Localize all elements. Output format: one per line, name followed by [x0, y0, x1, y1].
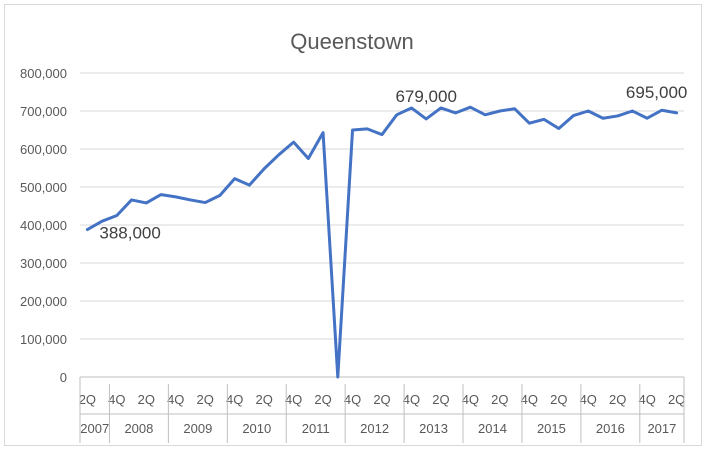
x-year-label: 2013 — [419, 421, 448, 436]
y-tick-label: 800,000 — [20, 66, 67, 81]
data-point — [543, 118, 546, 121]
data-point — [557, 127, 560, 130]
data-point — [233, 177, 236, 180]
data-point — [439, 106, 442, 109]
y-axis: 0 100,000 200,000 300,000 400,000 500,000 600,… — [20, 66, 67, 385]
x-quarter-label: 4Q — [638, 392, 655, 407]
data-point — [248, 184, 251, 187]
x-year-label: 2016 — [596, 421, 625, 436]
data-point — [646, 117, 649, 120]
data-point — [307, 157, 310, 160]
y-tick-label: 500,000 — [20, 180, 67, 195]
x-quarter-label: 4Q — [580, 392, 597, 407]
data-point — [395, 113, 398, 116]
series-line — [85, 105, 679, 379]
data-point — [204, 201, 207, 204]
data-point — [528, 122, 531, 125]
data-point — [277, 153, 280, 156]
x-quarter-label: 4Q — [108, 392, 125, 407]
data-point — [101, 220, 104, 223]
y-tick-label: 400,000 — [20, 218, 67, 233]
data-point — [616, 114, 619, 117]
data-point — [675, 111, 678, 114]
data-point — [160, 193, 163, 196]
x-quarter-label: 2Q — [197, 392, 214, 407]
data-point — [660, 109, 663, 112]
x-quarter-label: 2Q — [255, 392, 272, 407]
x-quarter-label: 2Q — [668, 392, 685, 407]
data-point — [115, 214, 118, 217]
data-point — [631, 110, 634, 113]
x-quarter-label: 4Q — [403, 392, 420, 407]
x-year-label: 2012 — [360, 421, 389, 436]
x-quarter-label: 2Q — [609, 392, 626, 407]
x-quarter-label: 2Q — [491, 392, 508, 407]
data-point — [513, 107, 516, 110]
data-point — [351, 129, 354, 132]
x-quarter-label: 4Q — [521, 392, 538, 407]
x-quarter-label: 2Q — [314, 392, 331, 407]
data-point — [322, 131, 325, 134]
data-point — [498, 110, 501, 113]
data-point — [130, 198, 133, 201]
data-point — [454, 111, 457, 114]
x-quarter-label: 2Q — [373, 392, 390, 407]
x-quarter-label: 2Q — [79, 392, 96, 407]
data-point — [572, 114, 575, 117]
x-quarter-label: 4Q — [285, 392, 302, 407]
x-year-label: 2011 — [302, 421, 330, 436]
x-year-label: 2014 — [478, 421, 507, 436]
data-point — [381, 133, 384, 136]
data-point — [174, 195, 177, 198]
data-point — [292, 141, 295, 144]
x-quarter-label: 2Q — [432, 392, 449, 407]
x-year-label: 2009 — [183, 421, 212, 436]
y-tick-label: 300,000 — [20, 256, 67, 271]
data-point — [263, 167, 266, 170]
data-point — [410, 106, 413, 109]
y-tick-label: 600,000 — [20, 142, 67, 157]
data-label: 388,000 — [99, 224, 160, 243]
data-point — [469, 106, 472, 109]
x-year-label: 2017 — [647, 421, 676, 436]
x-year-label: 2010 — [242, 421, 271, 436]
data-point — [366, 127, 369, 130]
x-year-label: 2007 — [80, 421, 109, 436]
data-label: 679,000 — [395, 87, 456, 106]
x-quarter-label: 4Q — [226, 392, 243, 407]
x-year-label: 2015 — [537, 421, 566, 436]
series-layer — [85, 105, 679, 379]
data-point — [336, 376, 339, 379]
x-quarter-label: 4Q — [344, 392, 361, 407]
x-quarter-label: 4Q — [167, 392, 184, 407]
data-point — [425, 117, 428, 120]
x-quarter-label: 2Q — [550, 392, 567, 407]
chart-title: Queenstown — [290, 29, 414, 54]
data-point — [601, 117, 604, 120]
x-axis: 2Q 4Q 2Q 4Q 2Q 4Q 2Q 4Q 2Q 4Q 2Q 4Q 2Q 4Q 2Q 4Q 2Q 4Q 2Q 4Q… — [79, 376, 685, 443]
data-point — [587, 110, 590, 113]
x-quarter-label: 4Q — [462, 392, 479, 407]
x-year-label: 2008 — [124, 421, 153, 436]
data-point — [189, 198, 192, 201]
y-tick-label: 700,000 — [20, 104, 67, 119]
x-quarter-label: 2Q — [138, 392, 155, 407]
data-point — [218, 194, 221, 197]
y-tick-label: 0 — [60, 370, 67, 385]
data-point — [145, 201, 148, 204]
data-labels: 388,000 679,000 695,000 — [99, 83, 687, 243]
y-tick-label: 200,000 — [20, 294, 67, 309]
data-point — [484, 113, 487, 116]
y-tick-label: 100,000 — [20, 332, 67, 347]
data-label: 695,000 — [626, 83, 687, 102]
data-point — [86, 228, 89, 231]
